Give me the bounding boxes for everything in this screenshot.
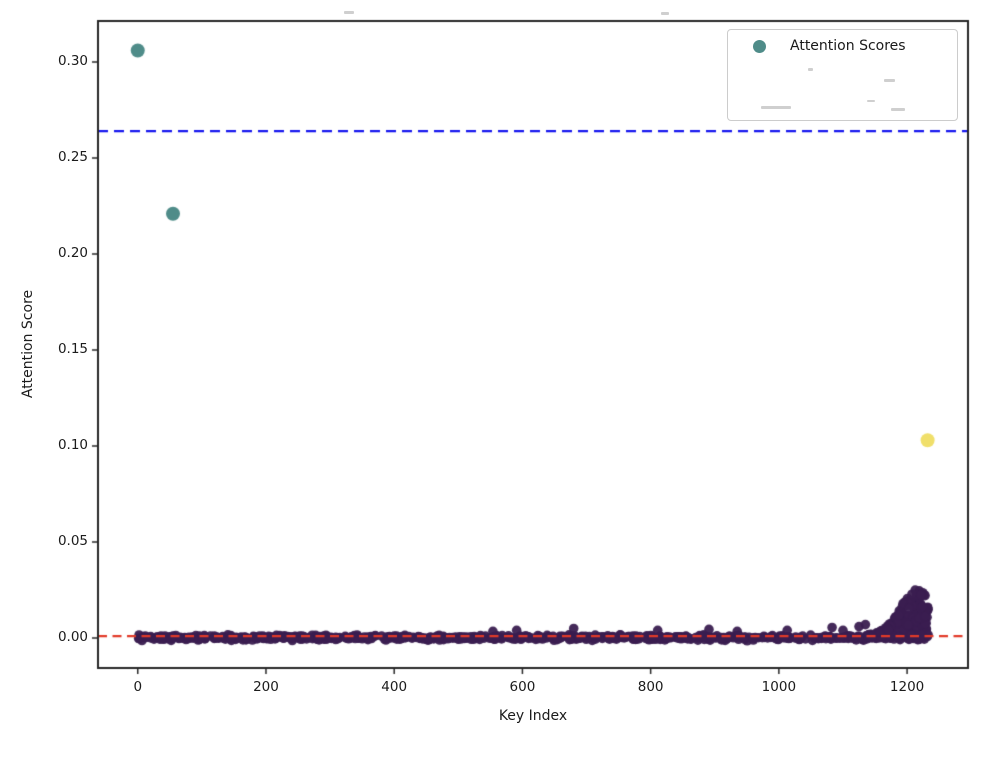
y-tick-label: 0.25 [57,149,88,166]
erased-legend-remnant [761,106,791,109]
erased-title-remnant [344,11,354,14]
legend-entry-label: Attention Scores [790,38,906,54]
erased-legend-remnant [808,68,813,71]
y-tick-label: 0.05 [57,533,88,550]
x-axis-title: Key Index [498,708,568,724]
y-tick-label: 0.00 [57,629,88,646]
legend-marker-dot [753,39,766,53]
x-tick-label: 400 [381,679,408,695]
x-tick-label: 200 [253,679,279,695]
erased-legend-remnant [884,79,895,82]
x-tick-label: 600 [509,679,536,695]
x-tick-label: 800 [637,679,664,695]
x-tick-label: 1200 [889,679,925,695]
erased-legend-remnant [891,108,905,111]
legend-entry-attention-scores: Attention Scores [728,30,957,62]
y-tick-label: 0.10 [57,437,88,454]
y-tick-label: 0.15 [57,341,88,358]
y-axis-title: Attention Score [20,289,36,399]
x-tick-label: 1000 [761,679,797,695]
erased-title-remnant [661,12,669,15]
erased-legend-remnant [867,100,875,102]
y-tick-label: 0.30 [57,53,88,70]
x-tick-label: 0 [133,679,143,695]
legend-box: Attention Scores [727,29,958,121]
y-tick-label: 0.20 [57,245,88,262]
